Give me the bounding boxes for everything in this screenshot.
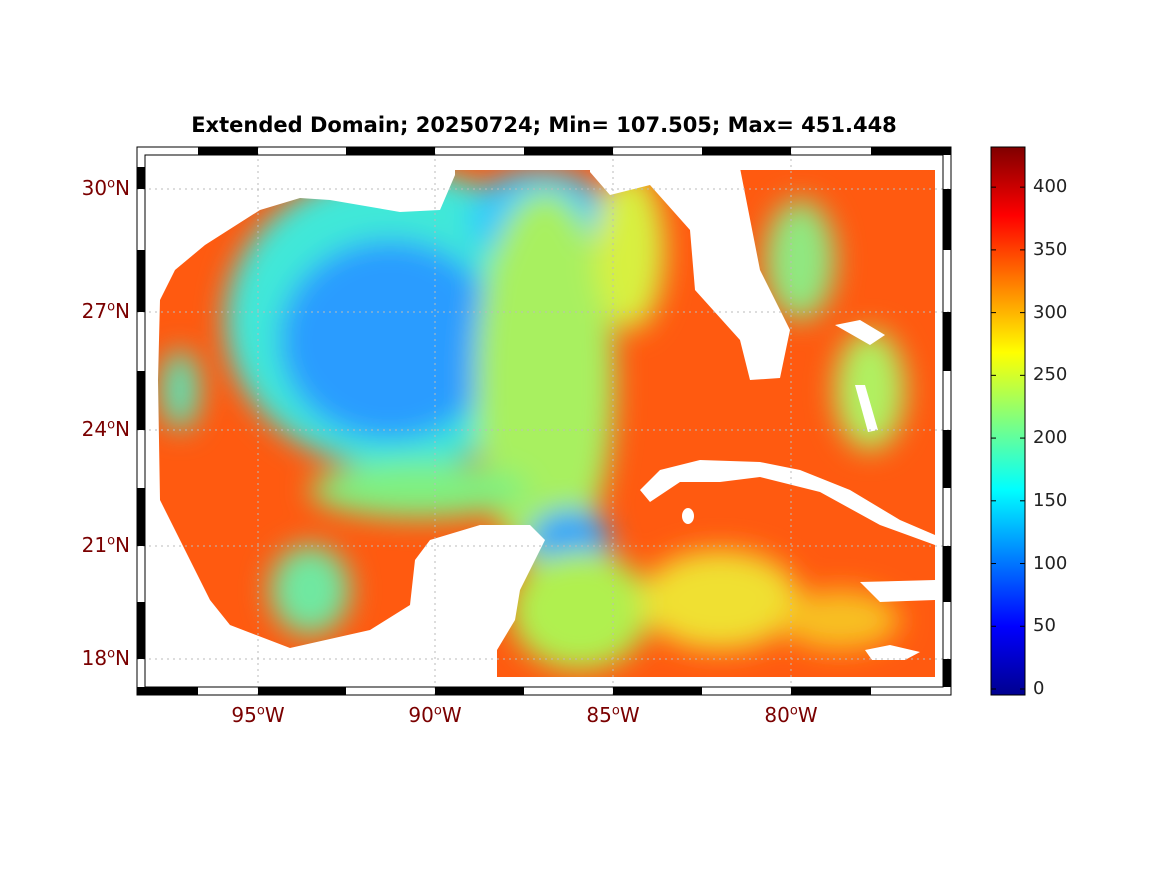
colorbar-ticks — [991, 186, 1025, 690]
lon-tick-label: 85oW — [586, 703, 640, 727]
field-caribbean-yellow2 — [780, 590, 900, 650]
land-bahamas-2 — [855, 385, 878, 432]
land-cuba — [640, 460, 935, 545]
land-jamaica — [865, 645, 920, 660]
colorbar — [990, 146, 1026, 696]
map-title: Extended Domain; 20250724; Min= 107.505;… — [191, 113, 897, 137]
colorbar-tick-label: 100 — [1033, 552, 1068, 574]
field-bahamas-green — [835, 330, 905, 450]
colorbar-tick-label: 350 — [1033, 238, 1068, 260]
colorbar-tick-label: 0 — [1033, 678, 1045, 699]
land-cozumel — [682, 508, 694, 524]
land-hispaniola — [860, 580, 935, 602]
field-blue-core — [280, 240, 500, 440]
field-west-green — [160, 350, 200, 430]
lat-tick-label: 21oN — [81, 533, 130, 557]
lat-tick-label: 24oN — [81, 417, 130, 441]
lat-tick-label: 18oN — [81, 646, 130, 670]
colorbar-tick-label: 50 — [1033, 615, 1056, 637]
field-green-ring — [270, 545, 350, 635]
land-mexico-us — [137, 147, 545, 695]
lon-tick-label: 90oW — [408, 703, 462, 727]
map-frame — [136, 146, 952, 696]
lon-tick-label: 95oW — [231, 703, 285, 727]
field-caribbean-green — [510, 550, 650, 670]
field-green-south — [310, 462, 530, 518]
colorbar-tick-label: 150 — [1033, 489, 1068, 511]
land-florida — [590, 147, 790, 380]
field-atlantic-green — [765, 200, 835, 320]
colorbar-tick-label: 300 — [1033, 301, 1068, 323]
grid-lines — [137, 147, 951, 695]
lon-tick-label: 80oW — [764, 703, 818, 727]
lat-tick-label: 30oN — [81, 176, 130, 200]
lat-tick-label: 27oN — [81, 299, 130, 323]
colorbar-tick-label: 200 — [1033, 427, 1068, 449]
colorbar-tick-label: 250 — [1033, 364, 1068, 386]
field-caribbean-yellow — [640, 550, 800, 650]
colorbar-tick-label: 400 — [1033, 176, 1068, 198]
land-bahamas — [835, 320, 885, 345]
data-field — [137, 147, 951, 695]
field-green-band — [475, 190, 615, 570]
field-yellow-east — [595, 170, 665, 330]
